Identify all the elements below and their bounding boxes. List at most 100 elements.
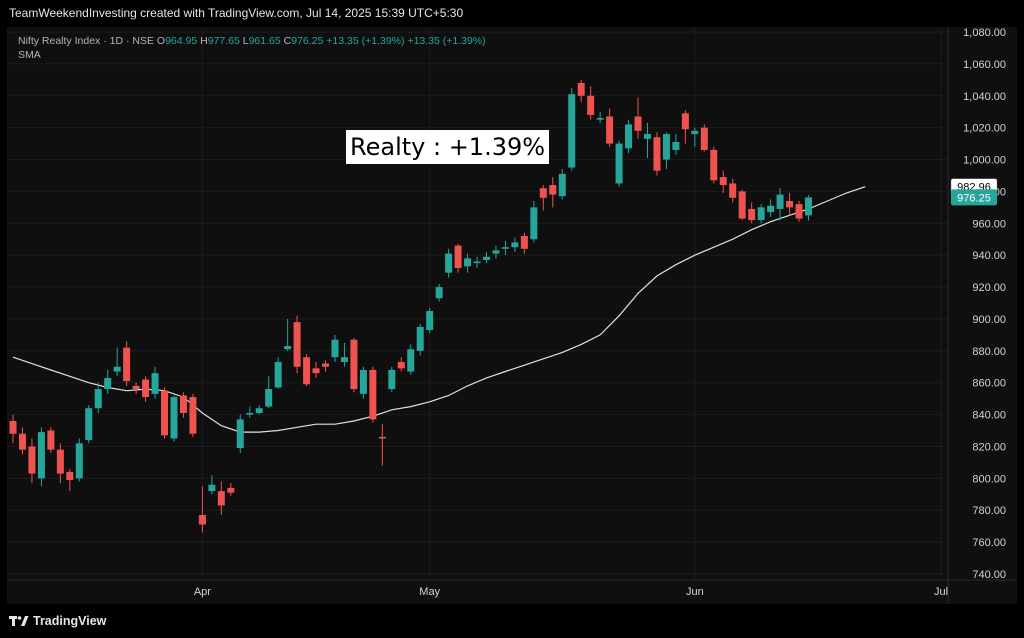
candle-body: [397, 361, 405, 369]
low-label: L: [242, 35, 249, 47]
candle-body: [700, 127, 708, 150]
candle: [236, 414, 244, 453]
candle-body: [284, 346, 292, 350]
candle: [56, 443, 64, 484]
candle: [369, 366, 377, 423]
symbol-label[interactable]: Nifty Realty Index · 1D · NSE: [18, 35, 154, 47]
candle-body: [179, 395, 187, 413]
x-tick-label: Jun: [686, 586, 704, 598]
candle: [142, 376, 150, 402]
candle: [189, 393, 197, 437]
y-tick-label: 960.00: [972, 218, 1006, 230]
close-label: C: [283, 35, 292, 47]
footer-bar: [0, 604, 1024, 638]
candle: [625, 119, 633, 154]
candle: [265, 376, 273, 409]
y-tick-label: 1,000.00: [963, 155, 1006, 167]
candle-body: [198, 515, 206, 525]
candle-body: [274, 361, 282, 388]
candle-body: [47, 430, 55, 450]
candle: [530, 200, 538, 243]
candle-body: [804, 197, 812, 216]
candle: [473, 256, 481, 268]
candle-body: [539, 188, 547, 198]
candle-body: [369, 369, 377, 420]
candle-body: [748, 208, 756, 221]
candle-body: [322, 363, 330, 367]
y-tick-label: 740.00: [972, 569, 1006, 581]
candle-body: [691, 130, 699, 135]
candle: [587, 86, 595, 120]
candle: [18, 427, 26, 455]
candle: [634, 97, 642, 139]
candle: [113, 347, 121, 377]
candle-body: [9, 420, 17, 434]
candle: [719, 170, 727, 194]
candle-body: [18, 433, 26, 450]
last-price-tag: [951, 189, 997, 206]
candle: [615, 140, 623, 187]
candle: [123, 341, 131, 386]
change-value: +13.35 (+1.39%): [326, 35, 405, 47]
candle-body: [672, 141, 680, 150]
candle: [161, 387, 169, 439]
candle-body: [549, 185, 557, 195]
candle-body: [293, 322, 301, 367]
candle-body: [568, 94, 576, 168]
tradingview-logo[interactable]: TradingView: [9, 614, 106, 628]
candle-body: [265, 389, 273, 407]
candle-body: [587, 95, 595, 115]
candle: [691, 127, 699, 147]
y-tick-label: 940.00: [972, 250, 1006, 262]
candle-body: [161, 390, 169, 436]
candle-body: [757, 207, 765, 221]
candle: [804, 195, 812, 221]
candle-body: [786, 200, 794, 208]
y-tick-label: 860.00: [972, 378, 1006, 390]
candle: [340, 342, 348, 367]
chart-caption: TeamWeekendInvesting created with Tradin…: [0, 0, 1024, 27]
candle-body: [795, 204, 803, 219]
candle: [75, 438, 83, 482]
candle: [28, 438, 36, 484]
candle-body: [142, 379, 150, 398]
candle: [549, 177, 557, 208]
open-label: O: [156, 35, 166, 47]
chart-panel: [7, 27, 1017, 604]
sma-legend-label[interactable]: SMA: [18, 49, 41, 61]
candle: [331, 334, 339, 362]
candle: [492, 245, 500, 259]
y-tick-label: 1,060.00: [963, 59, 1006, 71]
candle-body: [464, 258, 472, 267]
high-value: 977.65: [207, 35, 240, 47]
y-tick-label: 840.00: [972, 410, 1006, 422]
y-tick-label: 900.00: [972, 314, 1006, 326]
candles: [9, 79, 812, 533]
candle: [388, 366, 396, 393]
candle: [767, 199, 775, 217]
candle-body: [596, 118, 604, 120]
candle: [568, 87, 576, 171]
chart-legend: Nifty Realty Index · 1D · NSE O964.95 H9…: [18, 34, 486, 62]
candle-body: [132, 385, 140, 390]
candle-body: [681, 113, 689, 130]
candle-body: [501, 247, 509, 249]
candle-body: [378, 436, 386, 439]
candle: [407, 344, 415, 375]
candle: [94, 382, 102, 413]
candle: [274, 357, 282, 390]
candle: [132, 382, 140, 394]
candle-body: [189, 397, 197, 434]
y-tick-label: 880.00: [972, 346, 1006, 358]
candle-body: [37, 432, 45, 479]
candle-body: [606, 116, 614, 144]
candle: [606, 108, 614, 147]
candle-body: [615, 143, 623, 184]
candle: [539, 185, 547, 211]
candle: [208, 475, 216, 495]
candle: [284, 318, 292, 351]
candle-body: [426, 310, 434, 331]
high-label: H: [200, 35, 208, 47]
